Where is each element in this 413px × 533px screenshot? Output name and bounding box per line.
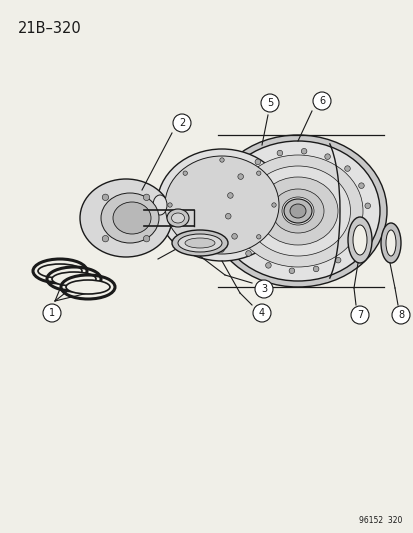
Circle shape bbox=[231, 233, 237, 239]
Text: 96152  320: 96152 320 bbox=[358, 516, 401, 525]
Ellipse shape bbox=[101, 193, 159, 243]
Circle shape bbox=[256, 171, 260, 175]
Ellipse shape bbox=[271, 189, 323, 233]
Circle shape bbox=[271, 203, 275, 207]
Text: 4: 4 bbox=[258, 308, 264, 318]
Circle shape bbox=[313, 266, 318, 272]
Circle shape bbox=[335, 257, 340, 263]
Circle shape bbox=[288, 268, 294, 273]
Ellipse shape bbox=[38, 264, 82, 278]
Circle shape bbox=[252, 304, 271, 322]
Circle shape bbox=[167, 203, 172, 207]
Circle shape bbox=[364, 203, 370, 208]
Text: 21B–320: 21B–320 bbox=[18, 21, 81, 36]
Circle shape bbox=[391, 306, 409, 324]
Text: 8: 8 bbox=[397, 310, 403, 320]
Text: 1: 1 bbox=[49, 308, 55, 318]
Text: 7: 7 bbox=[356, 310, 362, 320]
Circle shape bbox=[219, 248, 224, 252]
Circle shape bbox=[312, 92, 330, 110]
Ellipse shape bbox=[352, 225, 366, 255]
Text: 3: 3 bbox=[260, 284, 266, 294]
Circle shape bbox=[324, 154, 330, 159]
Circle shape bbox=[225, 213, 230, 219]
Ellipse shape bbox=[209, 135, 386, 287]
Ellipse shape bbox=[216, 141, 379, 281]
Ellipse shape bbox=[233, 155, 362, 267]
Circle shape bbox=[143, 236, 150, 242]
Text: 6: 6 bbox=[318, 96, 324, 106]
Circle shape bbox=[260, 94, 278, 112]
Ellipse shape bbox=[165, 156, 278, 254]
Circle shape bbox=[183, 235, 187, 239]
Circle shape bbox=[362, 224, 368, 229]
Ellipse shape bbox=[166, 209, 189, 227]
Text: 2: 2 bbox=[178, 118, 185, 128]
Circle shape bbox=[254, 159, 260, 165]
Ellipse shape bbox=[171, 230, 228, 256]
Ellipse shape bbox=[52, 272, 96, 286]
Circle shape bbox=[143, 194, 150, 200]
Circle shape bbox=[183, 171, 187, 175]
Circle shape bbox=[350, 306, 368, 324]
Circle shape bbox=[237, 174, 243, 180]
Circle shape bbox=[254, 280, 272, 298]
Ellipse shape bbox=[178, 234, 221, 252]
Circle shape bbox=[227, 192, 233, 198]
Circle shape bbox=[219, 158, 224, 162]
Ellipse shape bbox=[347, 217, 371, 263]
Ellipse shape bbox=[380, 223, 400, 263]
Circle shape bbox=[102, 194, 108, 200]
Circle shape bbox=[301, 148, 306, 154]
Ellipse shape bbox=[185, 238, 214, 248]
Text: 5: 5 bbox=[266, 98, 273, 108]
Ellipse shape bbox=[289, 204, 305, 218]
Ellipse shape bbox=[113, 202, 151, 234]
Circle shape bbox=[276, 150, 282, 156]
Ellipse shape bbox=[385, 230, 395, 256]
Circle shape bbox=[352, 243, 357, 248]
Ellipse shape bbox=[66, 280, 110, 294]
Circle shape bbox=[344, 166, 349, 172]
Ellipse shape bbox=[283, 199, 311, 223]
Circle shape bbox=[173, 114, 190, 132]
Ellipse shape bbox=[245, 166, 350, 256]
Circle shape bbox=[358, 183, 363, 189]
Ellipse shape bbox=[257, 177, 337, 245]
Circle shape bbox=[245, 251, 251, 256]
Ellipse shape bbox=[80, 179, 171, 257]
Circle shape bbox=[256, 235, 260, 239]
Circle shape bbox=[102, 236, 108, 242]
Ellipse shape bbox=[153, 195, 166, 215]
Ellipse shape bbox=[157, 149, 286, 261]
Circle shape bbox=[265, 263, 271, 268]
Ellipse shape bbox=[288, 203, 306, 219]
Ellipse shape bbox=[171, 213, 184, 223]
Circle shape bbox=[43, 304, 61, 322]
Ellipse shape bbox=[281, 197, 313, 225]
